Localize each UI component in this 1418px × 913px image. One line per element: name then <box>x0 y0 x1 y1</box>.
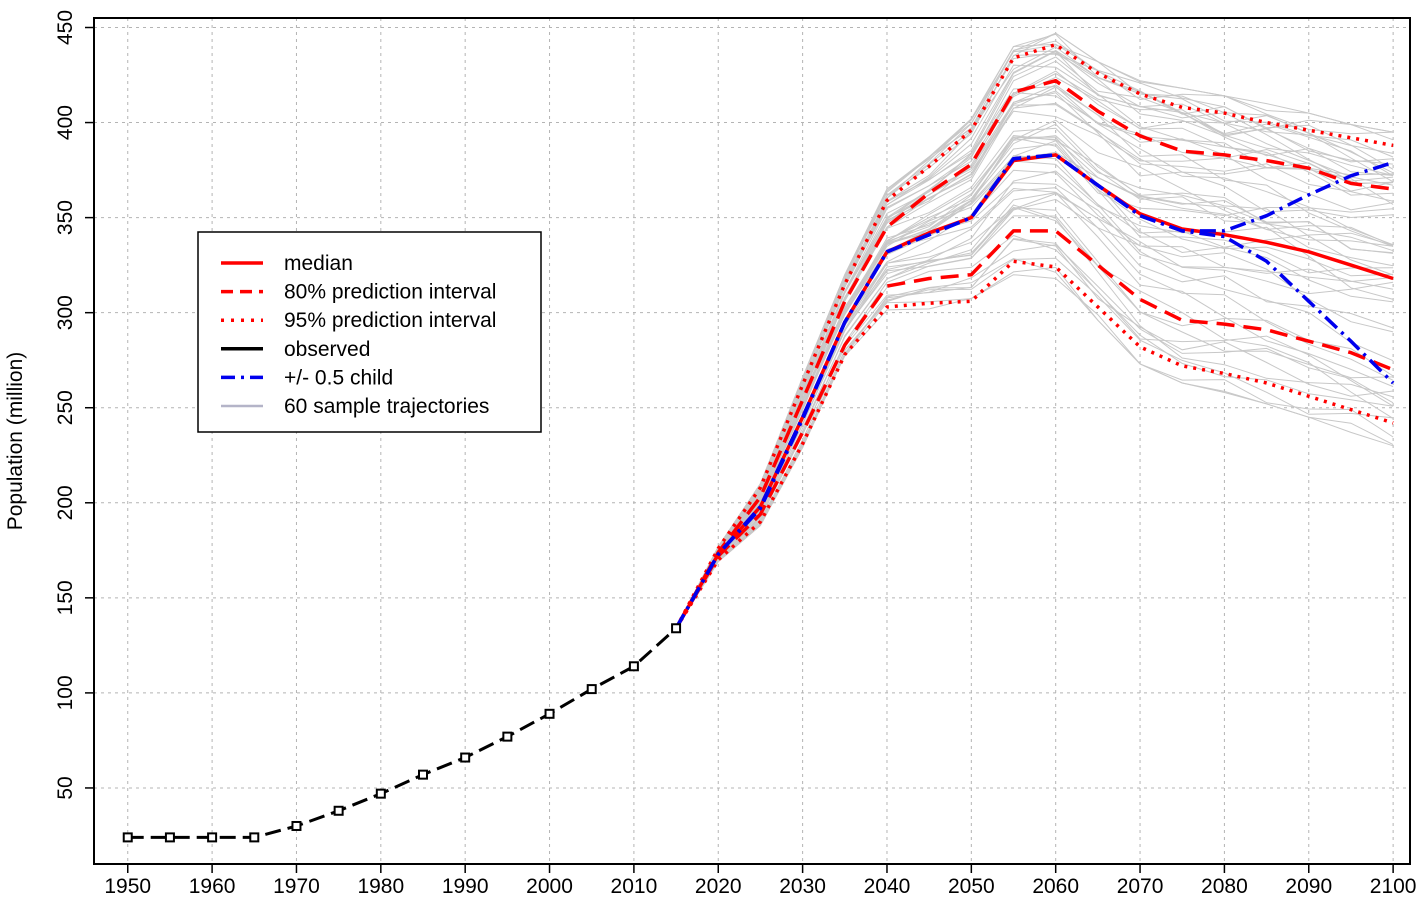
sample-trajectory <box>675 127 1394 629</box>
x-tick-label: 2000 <box>526 875 573 898</box>
observed-point <box>586 684 597 695</box>
sample-trajectory <box>675 70 1394 629</box>
x-tick-label: 1970 <box>273 875 320 898</box>
x-tick-label: 1960 <box>189 875 236 898</box>
x-tick-label: 2080 <box>1201 875 1248 898</box>
legend-label: 60 sample trajectories <box>284 395 489 418</box>
sample-trajectory <box>675 40 1394 629</box>
y-tick-label: 450 <box>54 10 77 45</box>
legend-label: median <box>284 252 353 275</box>
x-tick-label: 2100 <box>1370 875 1417 898</box>
observed-point <box>249 832 260 843</box>
x-tick-label: 2030 <box>779 875 826 898</box>
x-tick-label: 2020 <box>695 875 742 898</box>
observed-point <box>502 731 513 742</box>
x-tick-label: 1950 <box>104 875 151 898</box>
sample-trajectory <box>675 206 1394 629</box>
sample-trajectory <box>675 192 1394 629</box>
observed-point <box>544 708 555 719</box>
observed-point <box>628 661 639 672</box>
sample-trajectory <box>675 123 1394 629</box>
sample-trajectory <box>675 151 1394 629</box>
series-line-80-prediction-interval <box>674 229 1394 630</box>
sample-trajectory <box>675 204 1394 629</box>
sample-trajectory <box>675 207 1394 629</box>
legend: median 80% prediction interval 95% predict… <box>197 231 542 433</box>
y-tick-label: 250 <box>54 390 77 425</box>
sample-trajectory <box>675 56 1394 629</box>
y-tick-label: 400 <box>54 105 77 140</box>
sample-trajectory <box>675 274 1394 629</box>
legend-label: 80% prediction interval <box>284 281 496 304</box>
sample-trajectory <box>675 135 1394 629</box>
x-tick-label: 2070 <box>1117 875 1164 898</box>
sample-trajectory <box>675 170 1394 629</box>
sample-trajectory <box>675 169 1394 629</box>
x-tick-label: 1980 <box>357 875 404 898</box>
observed-point <box>671 623 682 634</box>
data-series <box>127 42 1395 839</box>
legend-box <box>197 231 542 433</box>
x-tick-label: 2090 <box>1285 875 1332 898</box>
observed-point <box>418 769 428 780</box>
y-tick-label: 200 <box>54 485 77 520</box>
sample-trajectory <box>675 102 1394 629</box>
x-tick-label: 2050 <box>948 875 995 898</box>
observed-point <box>207 832 218 843</box>
series-line-80-prediction-interval <box>674 78 1394 630</box>
x-tick-label: 2040 <box>864 875 911 898</box>
sample-trajectory <box>675 193 1394 629</box>
sample-trajectory <box>675 110 1394 629</box>
y-axis-ticks: 50 100 150 200 250 300 350 400 450 <box>54 10 94 800</box>
sample-trajectory <box>675 136 1394 629</box>
sample-trajectory <box>675 136 1394 629</box>
sample-trajectory <box>675 52 1394 629</box>
y-tick-label: 150 <box>54 580 77 615</box>
y-tick-label: 350 <box>54 200 77 235</box>
observed-markers <box>122 623 682 843</box>
sample-trajectory <box>675 134 1394 629</box>
legend-label: observed <box>284 338 370 361</box>
observed-point <box>333 805 344 816</box>
y-tick-label: 50 <box>54 776 77 799</box>
legend-label: +/- 0.5 child <box>284 366 393 389</box>
y-axis-title: Population (million) <box>4 352 27 531</box>
series-line--0-5-child <box>674 153 1394 630</box>
sample-trajectory <box>675 198 1394 629</box>
observed-point <box>164 832 175 843</box>
legend-label: 95% prediction interval <box>284 309 496 332</box>
series-line-95-prediction-interval <box>674 42 1394 630</box>
x-tick-label: 2060 <box>1032 875 1079 898</box>
x-tick-label: 1990 <box>442 875 489 898</box>
sample-trajectory <box>675 76 1394 629</box>
x-axis-ticks: 1950 1960 1970 1980 1990 2000 2010 2020 2030 2040… <box>104 864 1416 898</box>
series-line-median <box>674 153 1394 630</box>
sample-trajectory <box>675 257 1394 629</box>
observed-point <box>291 820 302 831</box>
observed-point <box>460 752 471 763</box>
sample-trajectory <box>675 53 1394 629</box>
x-tick-label: 2010 <box>611 875 658 898</box>
series-line-95-prediction-interval <box>674 259 1394 630</box>
observed-point <box>375 788 386 799</box>
sample-trajectory <box>675 187 1394 629</box>
y-tick-label: 300 <box>54 295 77 330</box>
sample-trajectory <box>675 160 1394 629</box>
plot-frame <box>93 17 1411 865</box>
y-tick-label: 100 <box>54 675 77 710</box>
series-line--0-5-child <box>674 153 1395 630</box>
observed-point <box>122 832 133 843</box>
series-line-observed <box>127 627 678 839</box>
